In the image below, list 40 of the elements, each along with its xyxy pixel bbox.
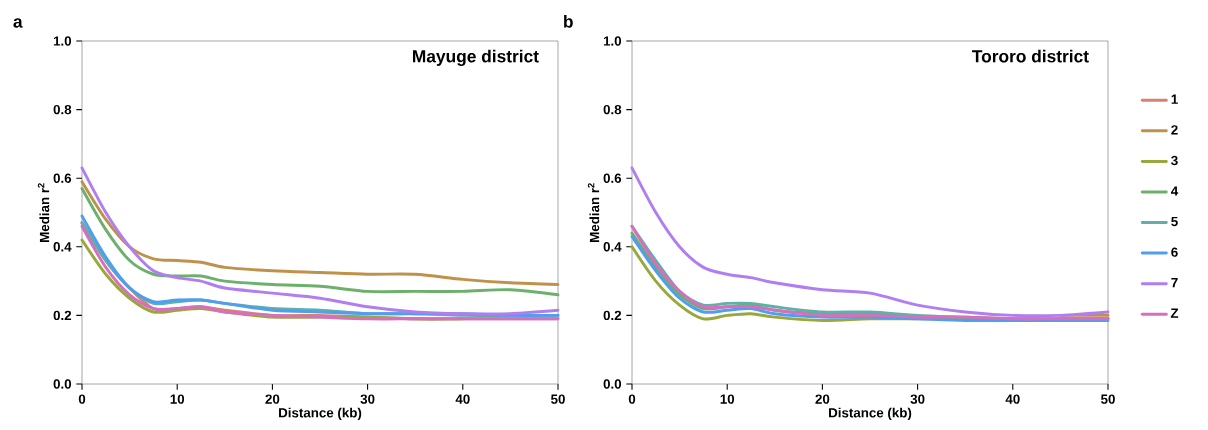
- x-tick-label: 10: [170, 394, 185, 404]
- x-tick-label: 0: [628, 394, 636, 404]
- y-tick-label: 0.0: [53, 379, 72, 389]
- y-axis-title: Median r$^{2}$: [37, 183, 50, 242]
- y-tick-label: 0.2: [53, 310, 72, 321]
- text: a: [13, 18, 23, 28]
- x-tick-label: 30: [910, 394, 925, 404]
- y-tick-label: 0.6: [53, 173, 72, 183]
- legend-label: 6: [1171, 247, 1178, 257]
- x-tick-label: 0: [78, 394, 86, 404]
- y-tick-label: 0.8: [53, 104, 72, 115]
- legend-label: 7: [1171, 278, 1178, 288]
- y-tick-label: 0.4: [603, 242, 622, 252]
- y-tick-label: 0.4: [53, 242, 72, 252]
- legend-label: 4: [1171, 186, 1179, 196]
- y-tick-label: 1.0: [53, 36, 72, 46]
- legend-label: 2: [1171, 125, 1178, 135]
- x-tick-label: 50: [551, 394, 565, 404]
- x-tick-label: 20: [815, 394, 830, 404]
- legend-label: Z: [1170, 308, 1179, 318]
- x-axis-title: Distance (kb): [279, 407, 362, 421]
- x-tick-label: 40: [455, 394, 470, 404]
- y-tick-label: 0.6: [603, 173, 622, 183]
- x-axis-title: Distance (kb): [829, 407, 912, 421]
- y-tick-label: 0.8: [603, 104, 622, 115]
- x-tick-label: 30: [360, 394, 375, 404]
- y-tick-label: 0.0: [603, 379, 622, 389]
- legend-label: 5: [1171, 216, 1178, 227]
- x-tick-label: 10: [720, 394, 735, 404]
- chart-title: Tororo district: [972, 49, 1089, 63]
- y-axis-title: Median r$^{2}$: [587, 183, 600, 242]
- y-tick-label: 0.2: [603, 310, 622, 321]
- legend-label: 3: [1171, 155, 1178, 166]
- chart-title: Mayuge district: [413, 49, 539, 66]
- x-tick-label: 40: [1005, 394, 1020, 404]
- x-tick-label: 50: [1101, 394, 1115, 404]
- y-tick-label: 1.0: [603, 36, 622, 46]
- legend-label: 1: [1171, 94, 1178, 104]
- x-tick-label: 20: [265, 394, 280, 404]
- text: b: [564, 14, 573, 28]
